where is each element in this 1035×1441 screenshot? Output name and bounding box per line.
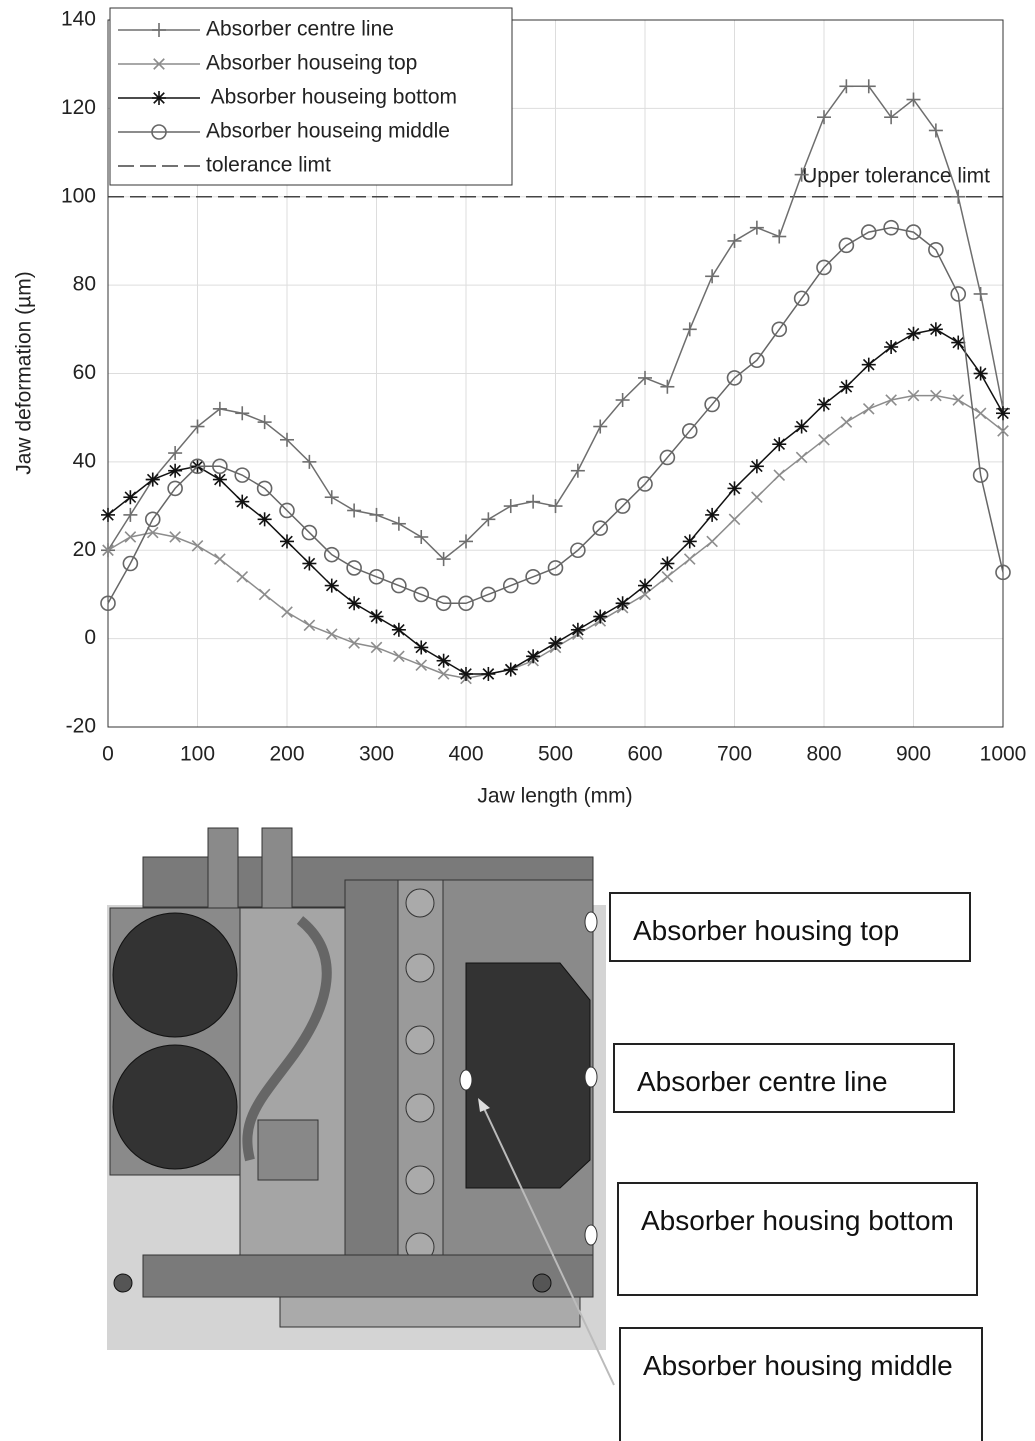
x-tick-label: 0 [102, 743, 114, 766]
x-axis-label: Jaw length (mm) [477, 785, 632, 808]
data-point [123, 490, 137, 504]
data-point [414, 640, 428, 654]
data-point [705, 508, 719, 522]
y-tick-label: 60 [73, 361, 96, 384]
x-tick-label: 900 [896, 743, 931, 766]
y-tick-label: 80 [73, 273, 96, 296]
legend-label: Absorber centre line [206, 18, 394, 41]
data-point [593, 610, 607, 624]
data-point [101, 508, 115, 522]
data-point [347, 596, 361, 610]
data-point [437, 654, 451, 668]
legend-label: Absorber houseing bottom [206, 86, 457, 109]
data-point [974, 367, 988, 381]
x-tick-label: 300 [359, 743, 394, 766]
legend-label: tolerance limt [206, 154, 331, 177]
data-point [616, 596, 630, 610]
y-tick-label: 100 [61, 184, 96, 207]
data-point [683, 534, 697, 548]
legend-label: Absorber houseing top [206, 52, 417, 75]
data-point [213, 473, 227, 487]
data-point [549, 636, 563, 650]
data-point [392, 623, 406, 637]
data-point [459, 667, 473, 681]
data-point [481, 667, 495, 681]
x-tick-label: 600 [627, 743, 662, 766]
data-point [817, 397, 831, 411]
page: Jaw deformation (µm) Jaw length (mm) 0 10… [0, 0, 1035, 1441]
data-point [795, 420, 809, 434]
data-point [146, 473, 160, 487]
data-point [571, 623, 585, 637]
label-box: Absorber centre line [613, 1043, 955, 1113]
data-point [235, 495, 249, 509]
y-tick-label: 40 [73, 449, 96, 472]
legend-label: Absorber houseing middle [206, 120, 450, 143]
x-tick-label: 400 [448, 743, 483, 766]
y-axis-label: Jaw deformation (µm) [13, 271, 36, 475]
y-tick-label: 140 [61, 8, 96, 31]
x-tick-label: 700 [717, 743, 752, 766]
y-tick-label: 120 [61, 96, 96, 119]
data-point [907, 327, 921, 341]
data-point [370, 610, 384, 624]
label-box: Absorber housing middle [619, 1327, 983, 1441]
legend: Absorber centre line Absorber houseing to… [110, 8, 512, 185]
data-point [258, 512, 272, 526]
data-point [280, 534, 294, 548]
data-point [660, 557, 674, 571]
y-tick-label: 0 [84, 626, 96, 649]
data-point [839, 380, 853, 394]
data-point [728, 481, 742, 495]
data-point [168, 464, 182, 478]
data-point [772, 437, 786, 451]
annotation: Upper tolerance limt [802, 164, 990, 187]
data-point [325, 579, 339, 593]
data-point [526, 649, 540, 663]
data-point [996, 406, 1010, 420]
y-tick-label: -20 [66, 715, 96, 738]
label-box: Absorber housing top [609, 892, 971, 962]
data-point [884, 340, 898, 354]
x-tick-label: 100 [180, 743, 215, 766]
x-tick-label: 200 [269, 743, 304, 766]
x-tick-label: 500 [538, 743, 573, 766]
data-point [929, 322, 943, 336]
y-tick-label: 20 [73, 538, 96, 561]
data-point [862, 358, 876, 372]
data-point [638, 579, 652, 593]
legend-marker [152, 91, 166, 105]
x-tick-label: 1000 [980, 743, 1027, 766]
mechanical-drawing [107, 828, 614, 1385]
x-tick-label: 800 [806, 743, 841, 766]
data-point [750, 459, 764, 473]
data-point [302, 557, 316, 571]
label-box: Absorber housing bottom [617, 1182, 978, 1296]
data-point [504, 663, 518, 677]
